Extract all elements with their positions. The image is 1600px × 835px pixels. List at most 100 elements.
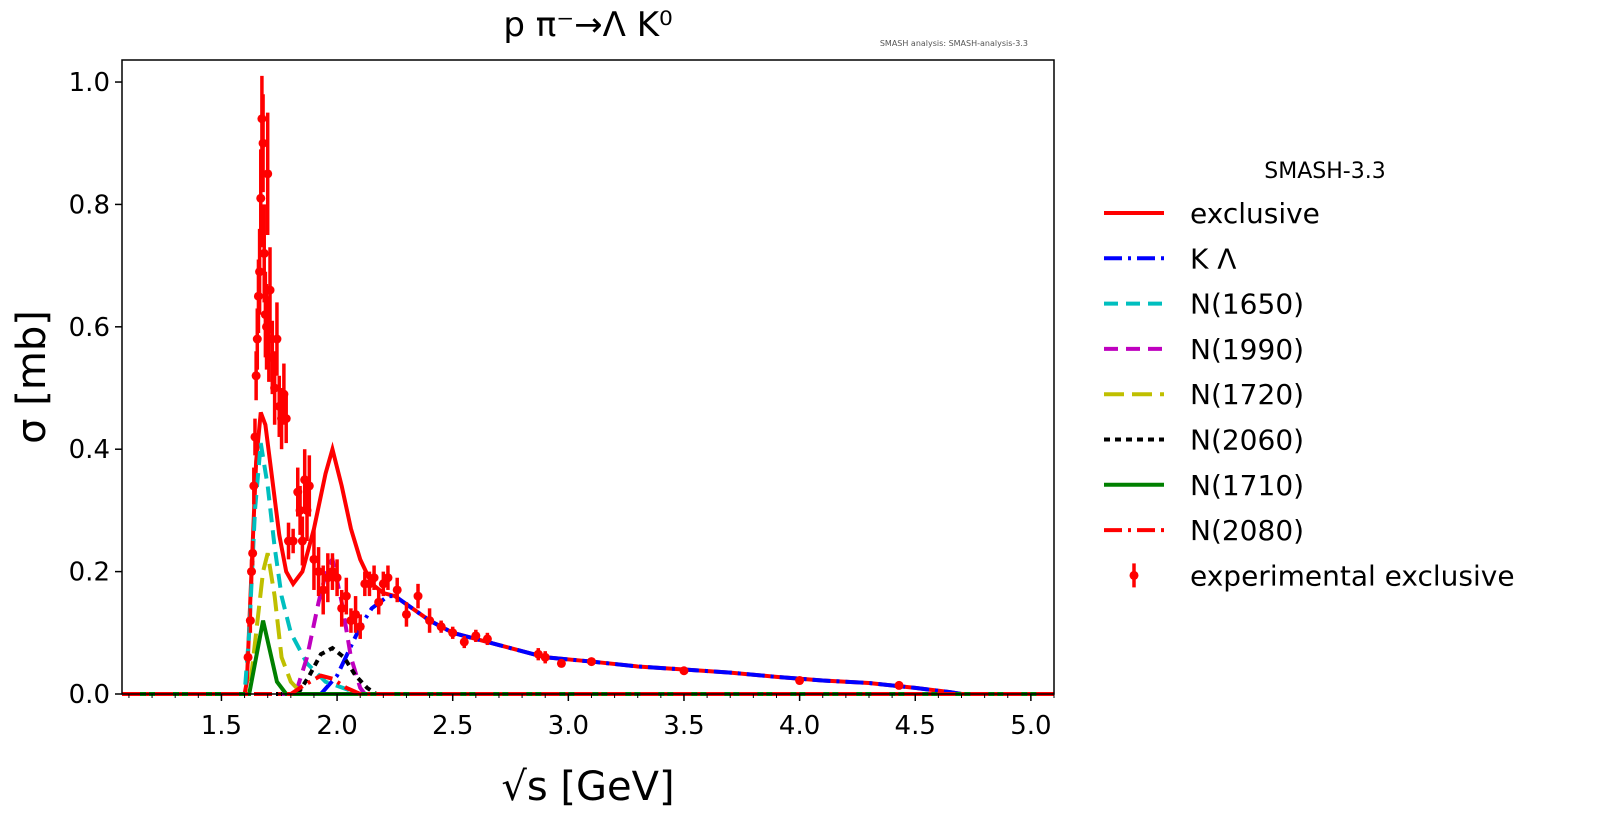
x-tick-label: 4.0 [779,711,820,741]
legend-label: experimental exclusive [1190,559,1515,592]
data-marker [263,169,273,179]
data-marker [436,622,446,632]
experimental-point [355,614,365,639]
data-marker [251,371,261,381]
data-marker [256,193,266,203]
y-axis-label: σ [mb] [9,310,55,444]
legend-entry: K Λ [1104,242,1236,275]
data-marker [309,554,319,564]
legend-entry: N(1650) [1104,288,1304,321]
experimental-point [346,608,356,633]
experimental-point [314,547,324,597]
data-marker [249,481,259,491]
data-marker [245,616,255,626]
experimental-point [263,112,273,236]
experimental-point [245,608,255,633]
chart-title: p π⁻→Λ K⁰ [503,5,672,45]
legend: exclusive K Λ N(1650) N(1990) N(1720) N(2060)… [1104,197,1515,592]
series-line-1 [122,594,1054,696]
data-marker [252,334,262,344]
legend-marker-icon [1129,570,1139,580]
legend-label: N(1720) [1190,378,1304,411]
data-marker [248,548,258,558]
data-marker [243,652,253,662]
experimental-point [533,648,543,661]
legend-entry: N(1710) [1104,469,1304,502]
experimental-point [288,528,298,554]
experimental-point [337,589,347,627]
legend-label: K Λ [1190,242,1236,275]
data-marker [323,573,333,583]
data-marker [392,585,402,595]
x-tick-label: 4.5 [895,711,936,741]
experimental-point [295,485,305,535]
legend-entry: N(2060) [1104,424,1304,457]
experimental-point [679,666,689,676]
legend-label: N(1710) [1190,469,1304,502]
x-axis-label: √s [GeV] [501,764,674,810]
data-marker [383,573,393,583]
plot-frame [121,59,1055,695]
experimental-point [318,565,328,615]
series-line-5 [122,645,1054,696]
x-tick-label: 5.0 [1010,711,1051,741]
data-marker [295,505,305,515]
data-marker [364,579,374,589]
experimental-point [369,565,379,590]
legend-label: N(2060) [1190,424,1304,457]
data-marker [374,597,384,607]
experimental-point [374,589,384,615]
y-tick-label: 0.2 [69,558,110,588]
data-marker [272,334,282,344]
x-tick-label: 2.5 [432,711,473,741]
experimental-point [309,528,319,590]
data-marker [459,637,469,647]
data-marker [401,609,411,619]
experimental-point [243,651,253,664]
experimental-point [378,571,388,597]
experimental-point [556,658,566,668]
experimental-point [383,565,393,590]
experimental-point [586,657,596,667]
data-marker [425,616,435,626]
data-marker [795,676,805,686]
data-marker [413,591,423,601]
data-marker [482,634,492,644]
data-marker [378,579,388,589]
experimental-point [341,577,351,615]
legend-label: N(1650) [1190,288,1304,321]
experimental-point [436,620,446,633]
legend-label: exclusive [1190,197,1320,230]
data-marker [332,573,342,583]
data-marker [297,536,307,546]
data-marker [346,616,356,626]
experimental-point [272,302,282,376]
data-marker [355,622,365,632]
experimental-point [323,553,333,603]
x-tick-label: 2.0 [316,711,357,741]
series-line-6 [122,620,1054,696]
data-marker [540,652,550,662]
experimental-point [281,394,291,444]
experimental-point [258,94,268,193]
data-marker [369,573,379,583]
legend-entry: experimental exclusive [1129,559,1515,592]
data-marker [894,680,904,690]
experimental-point [540,651,550,664]
data-marker [533,649,543,659]
legend-entry: exclusive [1104,197,1320,230]
data-marker [448,628,458,638]
y-tick-label: 0.4 [69,435,110,465]
experimental-point [250,418,260,456]
data-marker [341,591,351,601]
analysis-annotation: SMASH analysis: SMASH-analysis-3.3 [880,39,1028,48]
experimental-point [249,467,259,505]
experimental-point [304,455,314,517]
experimental-point [401,602,411,627]
data-marker [255,267,265,277]
legend-title: SMASH-3.3 [1264,159,1385,184]
x-tick-label: 1.5 [201,711,242,741]
data-marker [304,481,314,491]
experimental-point [459,635,469,649]
